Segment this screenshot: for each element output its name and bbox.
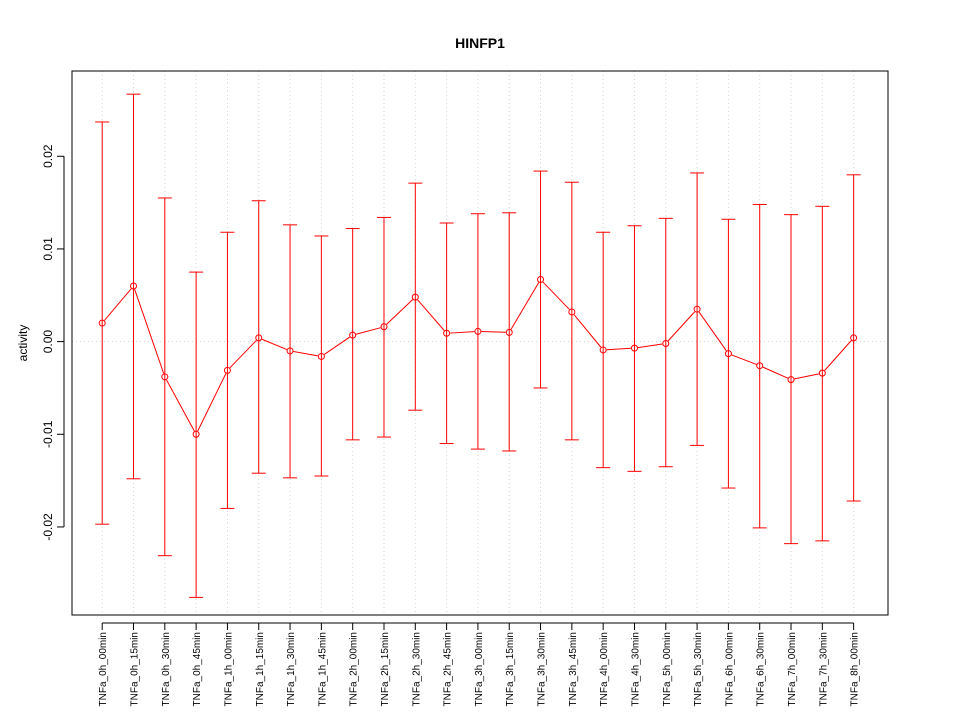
x-tick-label: TNFa_1h_30min (286, 632, 297, 706)
x-tick-label: TNFa_1h_15min (255, 632, 266, 706)
x-tick-label: TNFa_6h_30min (756, 632, 767, 706)
x-tick-label: TNFa_0h_00min (98, 632, 109, 706)
y-tick-label: 0.00 (41, 330, 55, 354)
data-point (630, 344, 638, 352)
data-point (474, 327, 482, 335)
data-point (192, 430, 200, 438)
x-tick-label: TNFa_2h_45min (443, 632, 454, 706)
x-tick-label: TNFa_7h_00min (787, 632, 798, 706)
series-line-segment (481, 331, 506, 333)
data-point (223, 366, 231, 374)
series-line-segment (698, 311, 727, 352)
series-line-segment (355, 327, 381, 335)
data-point (317, 352, 325, 360)
data-point (662, 339, 670, 347)
chart-title: HINFP1 (455, 35, 505, 51)
data-point (380, 323, 388, 331)
x-tick-label: TNFa_2h_15min (380, 632, 391, 706)
series-line-segment (542, 281, 570, 310)
y-tick-label: -0.01 (41, 420, 55, 448)
series-line-segment (794, 373, 820, 380)
y-tick-label: 0.01 (41, 237, 55, 261)
data-point (349, 331, 357, 339)
series-line-segment (293, 350, 319, 357)
data-point (537, 276, 545, 284)
x-axis: TNFa_0h_00min TNFa_0h_15min TNFa_0h_30min T… (98, 622, 861, 706)
plot-frame (71, 70, 889, 616)
series-line-segment (166, 379, 195, 432)
series-line-segment (824, 340, 852, 371)
series-line-segment (637, 343, 663, 349)
series-line-segment (762, 366, 789, 379)
data-point (98, 319, 106, 327)
series-line-segment (197, 373, 227, 432)
data-point (756, 362, 764, 370)
data-point (130, 282, 138, 290)
data-point (568, 308, 576, 316)
x-tick-label: TNFa_3h_30min (537, 632, 548, 706)
grid-lines (72, 71, 888, 615)
x-tick-label: TNFa_3h_00min (474, 632, 485, 706)
series-line-segment (606, 347, 632, 351)
data-point (599, 346, 607, 354)
series-line-segment (229, 340, 257, 369)
data-point (411, 293, 419, 301)
data-series (95, 93, 861, 598)
data-point (161, 373, 169, 381)
series-line-segment (134, 289, 165, 374)
data-point (286, 347, 294, 355)
data-point (818, 369, 826, 377)
series-line-segment (731, 354, 757, 365)
x-tick-label: TNFa_5h_00min (662, 632, 673, 706)
x-tick-label: TNFa_1h_45min (317, 632, 328, 706)
x-tick-label: TNFa_3h_45min (568, 632, 579, 706)
series-line-segment (450, 331, 475, 334)
y-tick-label: -0.02 (41, 513, 55, 541)
data-point (255, 334, 263, 342)
data-point (693, 305, 701, 313)
data-point (787, 376, 795, 384)
x-tick-label: TNFa_0h_15min (130, 632, 141, 706)
data-point (505, 328, 513, 336)
series-line-segment (323, 336, 351, 355)
series-line-segment (667, 311, 696, 342)
y-tick-label: 0.02 (41, 144, 55, 168)
y-axis-label: activity (16, 325, 30, 362)
y-axis: -0.02 -0.01 0.00 0.01 0.02 (41, 144, 65, 541)
x-tick-label: TNFa_6h_00min (724, 632, 735, 706)
data-point (850, 334, 858, 342)
x-tick-label: TNFa_7h_30min (818, 632, 829, 706)
series-line-segment (261, 338, 288, 350)
x-tick-label: TNFa_8h_00min (850, 632, 861, 706)
data-point (443, 329, 451, 337)
series-line-segment (510, 282, 540, 330)
series-line-segment (386, 299, 414, 325)
data-point (724, 350, 732, 358)
x-tick-label: TNFa_2h_00min (349, 632, 360, 706)
series-line-segment (417, 299, 445, 331)
x-tick-label: TNFa_2h_30min (411, 632, 422, 706)
x-tick-label: TNFa_0h_30min (161, 632, 172, 706)
x-tick-label: TNFa_3h_15min (505, 632, 516, 706)
x-tick-label: TNFa_1h_00min (223, 632, 234, 706)
series-line-segment (104, 288, 132, 321)
x-tick-label: TNFa_4h_30min (630, 632, 641, 706)
x-tick-label: TNFa_0h_45min (192, 632, 203, 706)
x-tick-label: TNFa_4h_00min (599, 632, 610, 706)
series-line-segment (573, 314, 602, 348)
x-tick-label: TNFa_5h_30min (693, 632, 704, 706)
